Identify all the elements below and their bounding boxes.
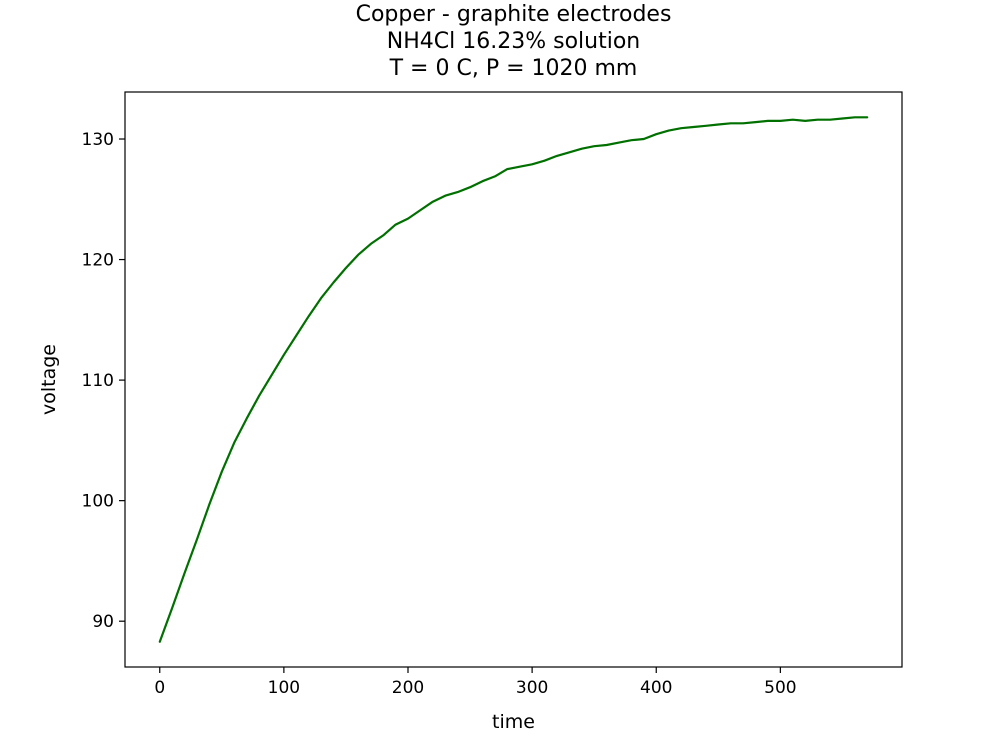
- y-axis-label: voltage: [38, 344, 60, 415]
- y-tick-label: 90: [92, 612, 114, 632]
- chart-title-line-3: T = 0 C, P = 1020 mm: [389, 56, 638, 81]
- axis-ticks: 0 100 200 300 400 500 90 100 110 120 130: [82, 130, 797, 698]
- x-tick-label: 300: [516, 678, 548, 698]
- series-line: [158, 116, 869, 643]
- y-tick-label: 120: [82, 251, 114, 271]
- y-tick-label: 130: [82, 130, 114, 150]
- plot-area-frame: [124, 91, 903, 668]
- x-tick-label: 0: [154, 678, 165, 698]
- x-axis-label: time: [492, 711, 535, 733]
- y-tick-label: 110: [82, 371, 114, 391]
- data-series: [158, 116, 869, 643]
- chart-title-line-1: Copper - graphite electrodes: [355, 2, 672, 27]
- x-tick-label: 200: [392, 678, 424, 698]
- chart-title-line-2: NH4Cl 16.23% solution: [386, 29, 641, 54]
- x-tick-label: 400: [640, 678, 672, 698]
- x-tick-label: 500: [764, 678, 796, 698]
- y-tick-label: 100: [82, 492, 114, 512]
- x-tick-label: 100: [268, 678, 300, 698]
